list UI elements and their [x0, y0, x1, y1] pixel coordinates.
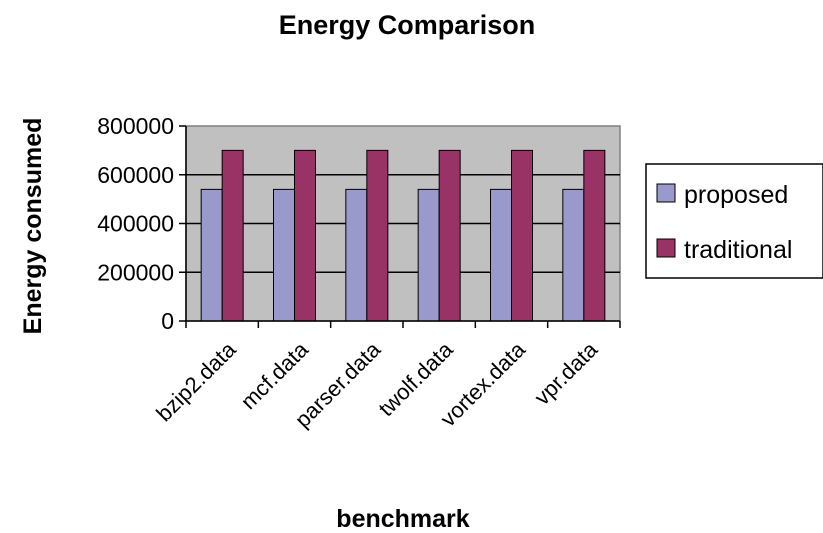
bar-proposed-2: [273, 188, 295, 322]
axes: [179, 125, 621, 328]
chart-title: Energy Comparison: [279, 10, 536, 40]
bar-traditional-4: [438, 149, 461, 322]
bar-proposed-3: [345, 188, 368, 322]
y-tick-label: 200000: [97, 259, 174, 285]
bar-traditional-6: [583, 149, 606, 322]
x-category-label: vpr.data: [529, 336, 603, 410]
bar-traditional-2: [294, 149, 316, 322]
bar-traditional-5: [511, 149, 533, 322]
y-tick-label: 400000: [97, 211, 174, 237]
bar-proposed-5: [490, 188, 512, 322]
legend: proposed traditional: [645, 163, 823, 279]
x-tick-labels: bzip2.datamcf.dataparser.datatwolf.datav…: [151, 336, 603, 432]
legend-label-proposed: proposed: [684, 181, 788, 209]
x-category-label: bzip2.data: [151, 336, 241, 426]
legend-box: [645, 163, 823, 279]
bar-proposed-6: [562, 188, 585, 322]
bar-proposed-1: [200, 188, 223, 322]
y-tick-labels: 0 200000 400000 600000 800000: [97, 113, 174, 334]
legend-swatch-proposed: [656, 183, 676, 203]
x-axis-title: benchmark: [336, 505, 469, 533]
legend-swatch-traditional: [656, 238, 676, 258]
y-tick-label: 0: [161, 308, 174, 334]
legend-label-traditional: traditional: [684, 236, 792, 264]
y-axis-title: Energy consumed: [19, 118, 47, 335]
gridlines: [186, 174, 620, 273]
bar-traditional-1: [221, 149, 244, 322]
bar-traditional-3: [366, 149, 389, 322]
y-tick-label: 600000: [97, 162, 174, 188]
bars: [200, 149, 606, 322]
y-tick-label: 800000: [97, 113, 174, 139]
bar-proposed-4: [417, 188, 440, 322]
